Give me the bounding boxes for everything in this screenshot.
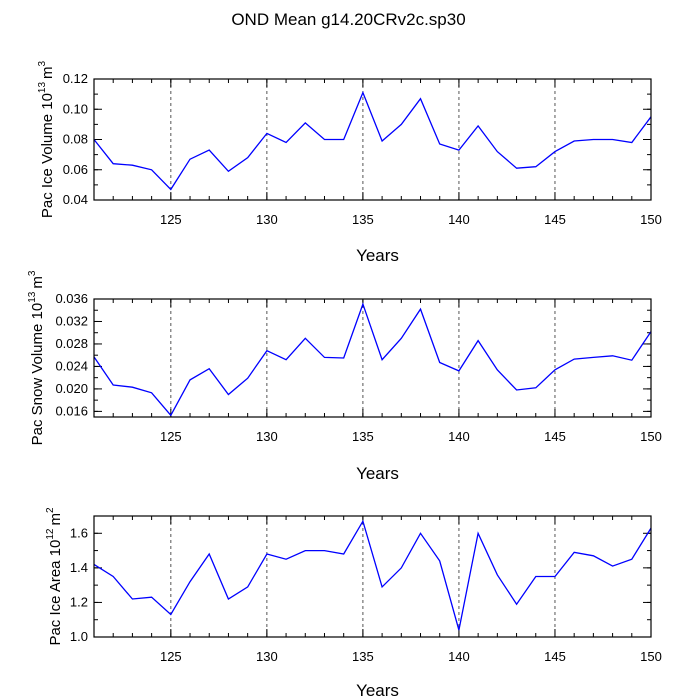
- x-tick-label: 150: [640, 649, 662, 664]
- y-tick-label: 0.028: [55, 336, 88, 351]
- y-tick-label: 0.06: [63, 162, 88, 177]
- y-label-text: Pac Ice Area 10: [47, 540, 64, 646]
- y-label-exponent: 12: [45, 528, 56, 540]
- y-tick-label: 0.036: [55, 291, 88, 306]
- y-label-text: Pac Ice Volume 10: [39, 93, 56, 218]
- y-label-unit-exponent: 3: [37, 60, 48, 66]
- y-label-unit-exponent: 3: [27, 270, 38, 276]
- y-tick-label: 1.2: [70, 594, 88, 609]
- x-tick-label: 125: [160, 649, 182, 664]
- series-line: [93, 302, 652, 417]
- y-tick-label: 0.024: [55, 358, 88, 373]
- y-axis-label: Pac Ice Area 1012 m2: [45, 507, 64, 646]
- y-tick-label: 0.04: [63, 192, 88, 207]
- x-tick-label: 140: [448, 429, 470, 444]
- x-tick-label: 150: [640, 429, 662, 444]
- y-axis-label: Pac Ice Volume 1013 m3: [37, 60, 56, 218]
- figure-title: OND Mean g14.20CRv2c.sp30: [231, 10, 466, 29]
- y-axis-label: Pac Snow Volume 1013 m3: [27, 270, 46, 445]
- panel-3: 125 130 135 140 145 150 1.0 1.2 1.4 1.6 Years Pac I…: [45, 507, 662, 698]
- y-tick-label: 0.08: [63, 132, 88, 147]
- y-tick-label: 0.020: [55, 381, 88, 396]
- series-line: [93, 519, 652, 631]
- x-axis-label: Years: [356, 681, 399, 698]
- y-label-exponent: 13: [27, 291, 38, 303]
- y-tick-label: 0.12: [63, 71, 88, 86]
- x-tick-label: 135: [352, 429, 374, 444]
- y-tick-label: 0.10: [63, 101, 88, 116]
- x-tick-label: 135: [352, 212, 374, 227]
- x-tick-label: 145: [544, 649, 566, 664]
- y-label-exponent: 13: [37, 81, 48, 93]
- panel-1: 125 130 135 140 145 150 0.04 0.06 0.08 0.10 0.12 Ye…: [37, 60, 662, 265]
- y-tick-label: 1.0: [70, 629, 88, 644]
- plot-frame: [93, 78, 652, 201]
- y-label-unit-exponent: 2: [45, 507, 56, 513]
- y-label-unit: m: [29, 276, 46, 289]
- x-tick-label: 135: [352, 649, 374, 664]
- x-tick-label: 145: [544, 429, 566, 444]
- x-tick-label: 125: [160, 212, 182, 227]
- y-tick-label: 0.032: [55, 313, 88, 328]
- x-tick-label: 145: [544, 212, 566, 227]
- panel-2: 125 130 135 140 145 150 0.016 0.020 0.024 0.028 0.…: [27, 270, 662, 483]
- x-tick-label: 130: [256, 649, 278, 664]
- plot-frame: [93, 515, 652, 638]
- x-axis-label: Years: [356, 246, 399, 265]
- x-axis-label: Years: [356, 464, 399, 483]
- y-tick-label: 0.016: [55, 403, 88, 418]
- y-label-unit: m: [39, 66, 56, 79]
- x-tick-label: 130: [256, 429, 278, 444]
- x-tick-label: 130: [256, 212, 278, 227]
- plot-frame: [93, 298, 652, 418]
- series-line: [93, 90, 652, 191]
- x-tick-label: 140: [448, 212, 470, 227]
- x-tick-label: 150: [640, 212, 662, 227]
- y-label-unit: m: [47, 513, 64, 526]
- y-label-text: Pac Snow Volume 10: [29, 303, 46, 446]
- y-tick-label: 1.6: [70, 525, 88, 540]
- y-tick-label: 1.4: [70, 560, 88, 575]
- x-tick-label: 140: [448, 649, 470, 664]
- x-tick-label: 125: [160, 429, 182, 444]
